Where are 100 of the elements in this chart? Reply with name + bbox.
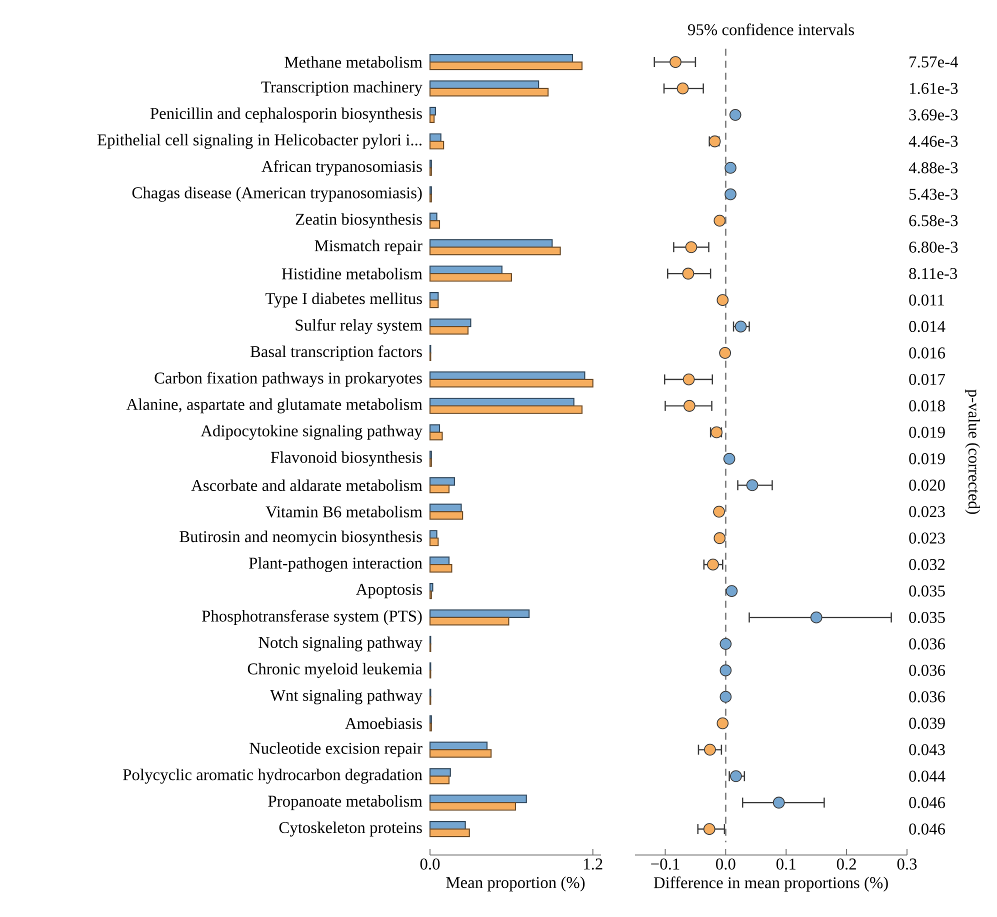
point — [682, 373, 695, 386]
point — [716, 294, 729, 306]
bar — [429, 802, 516, 811]
y2-tick-label: 0.019 — [909, 426, 945, 438]
y2-tick-label: 0.023 — [909, 506, 945, 518]
y2-tick-label: 0.023 — [909, 532, 945, 544]
y-tick-label: Butirosin and neomycin biosynthesis — [180, 530, 422, 546]
point — [734, 320, 747, 332]
point — [720, 690, 732, 703]
y-tick-label: Cytoskeleton proteins — [279, 822, 422, 837]
y-tick-label: Apoptosis — [356, 584, 422, 598]
point — [714, 532, 726, 544]
point — [676, 82, 689, 94]
y2-tick-label: 0.044 — [909, 770, 946, 782]
y2-tick-label: 0.046 — [909, 797, 946, 808]
y2-tick-label: 0.035 — [909, 585, 945, 597]
bar — [429, 538, 439, 546]
bar — [429, 609, 530, 618]
y-tick-label: Phosphotransferase system (PTS) — [202, 610, 422, 626]
y-tick-label: Penicillin and cephalosporin biosynthesis — [150, 107, 422, 122]
y2-tick-label: 0.019 — [909, 453, 945, 464]
y2-tick-label: 1.61e-3 — [910, 82, 958, 94]
x-axis-title: Difference in mean proportions (%) — [654, 876, 888, 892]
y-tick-label: Adipocytokine signaling pathway — [200, 424, 422, 440]
bar — [429, 564, 452, 573]
bar — [429, 477, 455, 486]
point — [723, 452, 736, 465]
point — [720, 664, 732, 676]
bar — [429, 405, 583, 414]
y2-tick-label: 4.46e-3 — [908, 136, 958, 147]
y2-tick-label: 0.018 — [909, 400, 945, 412]
bar — [429, 88, 549, 97]
x-tick-label: 0.0 — [420, 858, 440, 870]
y-tick-label: Mismatch repair — [314, 240, 422, 255]
y2-tick-label: 0.039 — [909, 718, 945, 729]
y-tick-label: Sulfur relay system — [296, 318, 422, 334]
bar — [429, 828, 470, 838]
x-tick-label: 0.3 — [897, 858, 917, 870]
y-tick-label: Amoebiasis — [345, 717, 422, 730]
bar — [429, 114, 435, 123]
x-tick-label: 1.2 — [584, 858, 602, 870]
bar — [429, 326, 469, 335]
y-tick-label: Zeatin biosynthesis — [296, 213, 422, 228]
y2-tick-label: 0.043 — [909, 744, 945, 756]
y2-axis-title: p-value (corrected) — [965, 389, 980, 514]
y-tick-label: Type I diabetes mellitus — [266, 292, 422, 308]
y-tick-label: Plant-pathogen interaction — [249, 557, 422, 572]
y2-tick-label: 6.80e-3 — [909, 242, 958, 253]
y-tick-label: Nucleotide excision repair — [250, 742, 422, 758]
y-tick-label: Transcription machinery — [261, 80, 422, 96]
y2-tick-label: 0.046 — [909, 823, 946, 835]
x-tick-label: 0.0 — [716, 858, 736, 870]
bar — [429, 530, 438, 539]
bar — [429, 300, 439, 308]
bar — [429, 212, 438, 222]
point — [716, 717, 729, 730]
y2-tick-label: 0.011 — [909, 294, 944, 306]
y-tick-label: Flavonoid biosynthesis — [270, 451, 422, 466]
point — [707, 558, 719, 571]
y-tick-label: Ascorbate and aldarate metabolism — [191, 479, 422, 491]
bar — [429, 432, 443, 440]
point — [683, 400, 696, 412]
bar — [429, 776, 450, 784]
bar — [429, 61, 583, 70]
y2-tick-label: 0.017 — [909, 374, 946, 386]
y-tick-label: African trypanosomiasis — [261, 160, 422, 176]
y2-tick-label: 3.69e-3 — [909, 109, 958, 120]
bar — [429, 140, 444, 150]
point — [730, 770, 742, 782]
point — [713, 506, 725, 518]
point — [810, 612, 822, 624]
point — [670, 56, 682, 68]
y2-tick-label: 0.036 — [909, 691, 946, 702]
y2-tick-label: 0.016 — [909, 347, 946, 359]
point — [704, 744, 716, 756]
y2-tick-label: 0.014 — [909, 320, 946, 332]
point — [703, 823, 716, 836]
y-tick-label: Basal transcription factors — [250, 345, 422, 361]
bar — [429, 749, 492, 758]
y-tick-label: Propanoate metabolism — [268, 795, 422, 810]
y-tick-label: Vitamin B6 metabolism — [266, 506, 422, 518]
point — [724, 162, 736, 174]
y2-tick-label: 0.020 — [909, 480, 945, 491]
y2-tick-label: 5.43e-3 — [909, 188, 958, 200]
x-tick-label: −0.1 — [651, 858, 680, 870]
bar — [429, 484, 450, 494]
point — [714, 214, 726, 227]
y2-tick-label: 8.11e-3 — [909, 268, 958, 280]
y-tick-label: Carbon fixation pathways in prokaryotes — [154, 372, 422, 387]
y-tick-label: Epithelial cell signaling in Helicobacter pylori i... — [97, 134, 422, 149]
y2-tick-label: 0.035 — [909, 612, 945, 624]
bar — [429, 106, 436, 116]
y-tick-label: Methane metabolism — [284, 56, 422, 68]
point — [772, 796, 785, 809]
x-tick-label: 0.1 — [776, 858, 796, 870]
point — [685, 241, 698, 254]
y-tick-label: Chagas disease (American trypanosomiasis) — [132, 186, 422, 202]
y2-tick-label: 6.58e-3 — [909, 215, 958, 226]
y-tick-label: Polycyclic aromatic hydrocarbon degradation — [123, 768, 422, 784]
point — [729, 108, 742, 121]
